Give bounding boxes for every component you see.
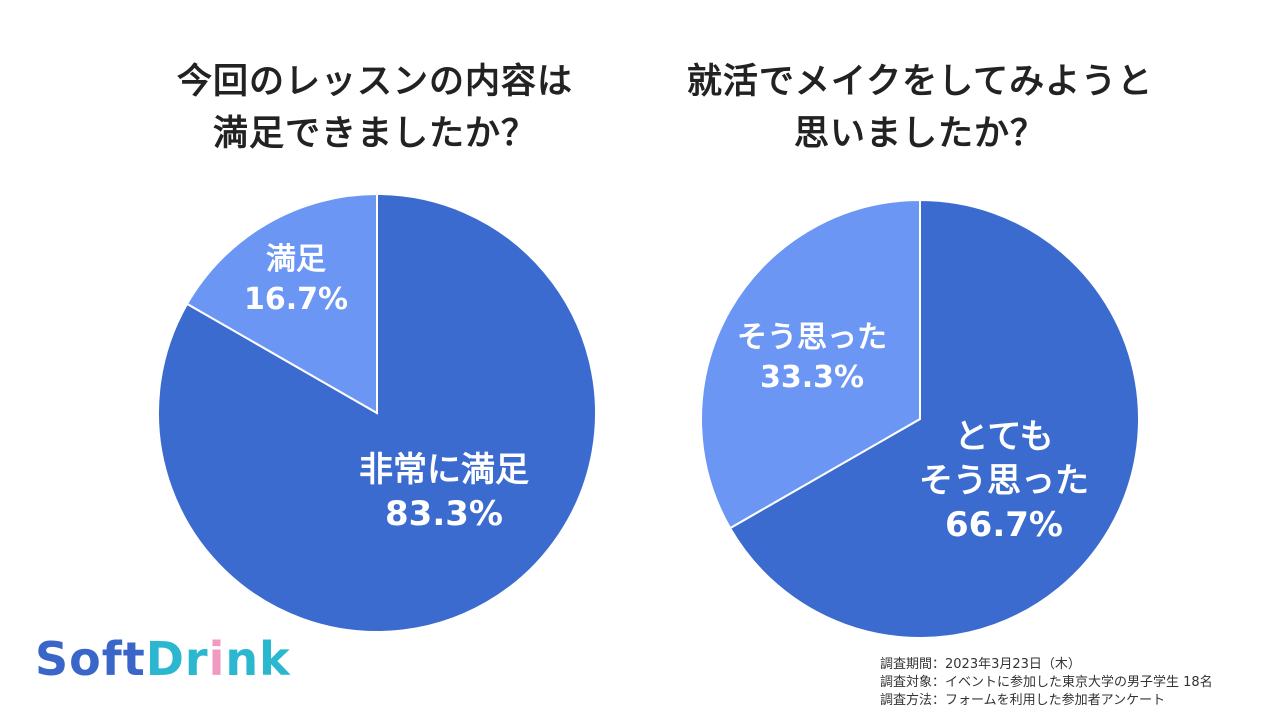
slice-value-text: 16.7% [243, 282, 349, 317]
pie-slice-thought-so [700, 198, 921, 530]
slice-label-text: そう思った [737, 320, 887, 355]
slice-label-text: 非常に満足 [359, 450, 529, 490]
slice-label-satisfied: 満足 16.7% [244, 240, 348, 320]
slice-label-line: とても [954, 417, 1054, 457]
slice-value-text: 83.3% [385, 494, 503, 534]
survey-period: 調査期間：2023年3月23日（木） [880, 657, 1081, 672]
pie-chart-makeup [700, 198, 1140, 639]
chart-title-satisfaction: 今回のレッスンの内容は 満足できましたか？ [95, 56, 655, 160]
softdrink-logo: SoftDrink [35, 632, 291, 686]
logo-text-i: i [208, 632, 226, 686]
logo-text-nk: nk [225, 632, 291, 686]
slice-label-very-satisfied: 非常に満足 83.3% [359, 448, 529, 536]
slice-label-text: とても そう思った [919, 415, 1089, 503]
survey-method: 調査方法：フォームを利用した参加者アンケート [880, 693, 1166, 708]
slice-label-line: そう思った [919, 461, 1089, 501]
survey-info: 調査期間：2023年3月23日（木） 調査対象：イベントに参加した東京大学の男子… [880, 656, 1213, 710]
chart-title-line: 満足できましたか？ [212, 114, 537, 154]
chart-title-makeup: 就活でメイクをしてみようと 思いましたか？ [640, 56, 1200, 160]
slice-value-text: 33.3% [759, 360, 865, 395]
slice-label-thought-so: そう思った 33.3% [737, 318, 887, 398]
slice-label-text: 満足 [265, 242, 326, 277]
logo-text-soft: Soft [35, 632, 146, 686]
pie-chart-satisfaction [157, 192, 597, 633]
slice-label-strongly-thought-so: とても そう思った 66.7% [919, 415, 1089, 547]
chart-title-line: 就活でメイクをしてみようと [686, 62, 1154, 102]
chart-title-line: 思いましたか？ [793, 114, 1046, 154]
pie-slice-satisfied [185, 192, 378, 415]
pie-slice-strongly-thought-so [728, 198, 1140, 639]
slice-value-text: 66.7% [945, 505, 1063, 545]
survey-target: 調査対象：イベントに参加した東京大学の男子学生 18名 [880, 675, 1213, 690]
chart-title-line: 今回のレッスンの内容は [176, 62, 573, 102]
logo-text-dr: Dr [145, 632, 209, 686]
